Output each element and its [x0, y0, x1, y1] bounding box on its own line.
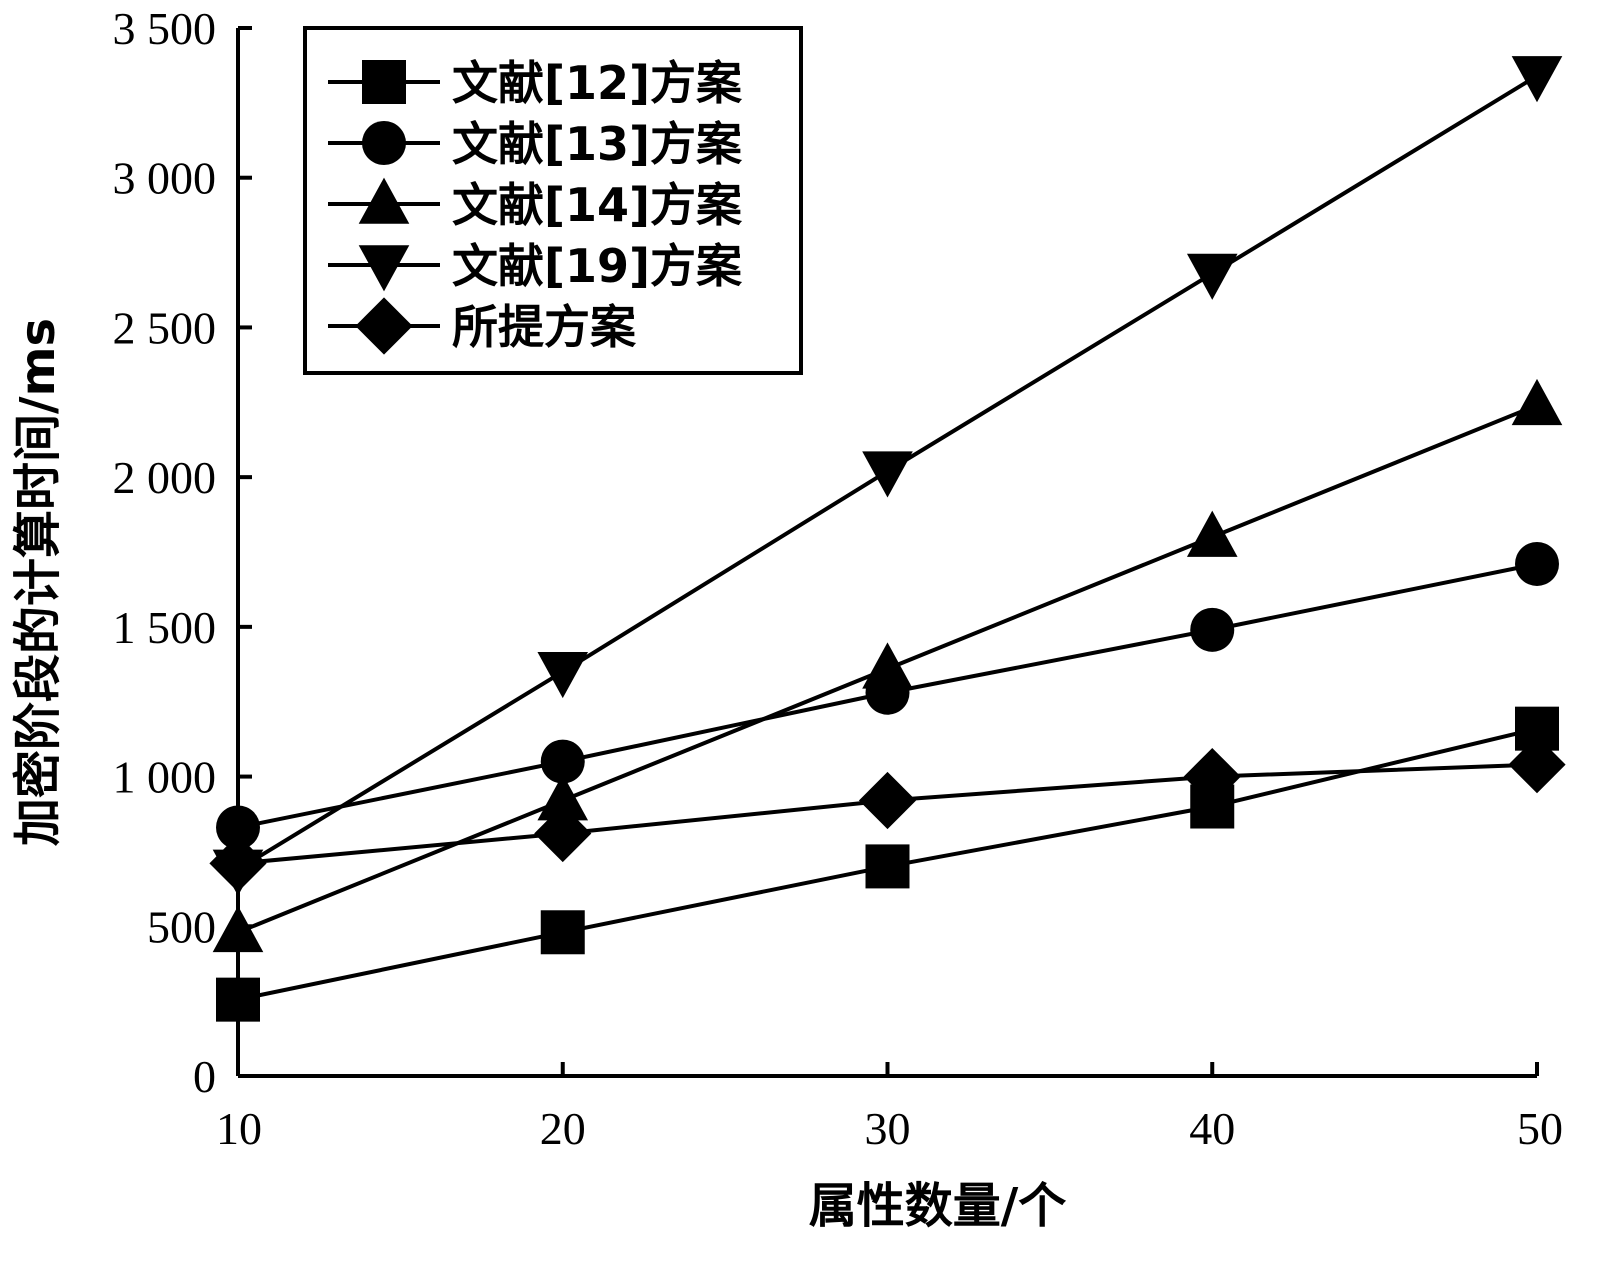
y-tick-label: 1 000 — [113, 752, 217, 803]
series-2 — [216, 541, 1559, 850]
series-4 — [212, 56, 1563, 896]
data-point — [534, 804, 592, 863]
data-point — [1186, 510, 1238, 557]
legend-marker — [358, 177, 410, 224]
legend-item: 文献[14]方案 — [328, 177, 743, 232]
legend-marker — [358, 245, 410, 292]
data-point — [540, 910, 585, 955]
legend-label: 文献[13]方案 — [452, 117, 743, 171]
y-tick-label: 2 500 — [113, 302, 217, 353]
data-point — [1508, 735, 1566, 794]
series-5 — [209, 735, 1566, 893]
ticks: 0 500 1 000 1 500 2 000 2 500 3 000 3 500 10 20 30… — [113, 3, 1564, 1154]
data-point — [537, 651, 589, 699]
y-axis-label: 加密阶段的计算时间/ms — [10, 318, 66, 846]
y-tick-label: 2 000 — [113, 452, 217, 503]
data-point — [1511, 378, 1563, 426]
legend-marker — [362, 60, 406, 104]
data-point — [1183, 747, 1241, 806]
data-point — [862, 642, 913, 689]
data-point — [858, 771, 917, 830]
data-point — [862, 451, 913, 498]
data-point — [216, 977, 260, 1022]
data-point — [1186, 253, 1238, 300]
x-tick-label: 20 — [540, 1103, 586, 1154]
data-point — [865, 844, 910, 889]
y-tick-label: 0 — [193, 1051, 216, 1102]
legend-item: 文献[13]方案 — [328, 117, 743, 171]
series-layer — [209, 56, 1566, 1022]
legend-item: 文献[19]方案 — [328, 239, 743, 293]
x-axis-label: 属性数量/个 — [809, 1178, 1067, 1234]
data-point — [537, 774, 589, 821]
legend-marker — [362, 121, 406, 165]
data-point — [1515, 541, 1559, 586]
data-point — [209, 834, 267, 893]
legend-item: 文献[12]方案 — [328, 56, 743, 110]
legend-item: 所提方案 — [328, 297, 637, 355]
y-tick-label: 1 500 — [113, 602, 217, 653]
y-tick-label: 500 — [147, 901, 216, 952]
x-tick-label: 50 — [1517, 1103, 1563, 1154]
data-point — [212, 905, 264, 953]
legend-label: 文献[14]方案 — [452, 178, 743, 232]
data-point — [216, 805, 260, 850]
y-tick-label: 3 000 — [113, 153, 217, 204]
x-tick-label: 40 — [1189, 1103, 1235, 1154]
data-point — [540, 739, 585, 784]
x-tick-label: 10 — [216, 1103, 262, 1154]
x-tick-label: 30 — [865, 1103, 911, 1154]
legend-label: 所提方案 — [452, 300, 637, 354]
data-point — [1511, 56, 1563, 103]
data-point — [1190, 607, 1235, 652]
legend-label: 文献[12]方案 — [452, 56, 743, 110]
y-tick-label: 3 500 — [113, 3, 217, 54]
series-1 — [216, 706, 1559, 1022]
legend-label: 文献[19]方案 — [452, 239, 743, 293]
legend-marker — [355, 297, 413, 355]
